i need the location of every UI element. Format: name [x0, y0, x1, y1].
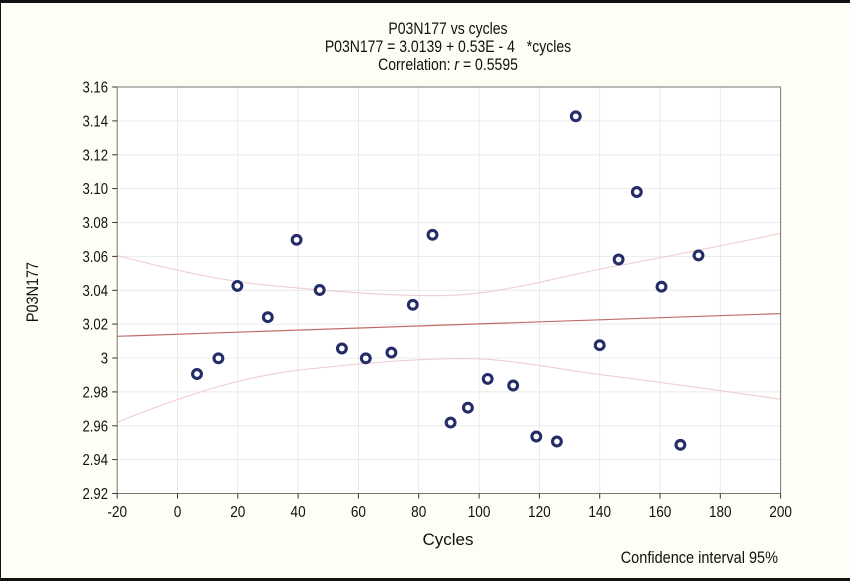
- svg-text:3.08: 3.08: [82, 215, 108, 232]
- svg-text:P03N177 vs cycles: P03N177 vs cycles: [388, 20, 507, 38]
- svg-text:P03N177 = 3.0139 + 0.53E - 4*c: P03N177 = 3.0139 + 0.53E - 4 *cycles: [325, 38, 572, 56]
- svg-text:40: 40: [291, 504, 306, 521]
- svg-text:2.92: 2.92: [82, 486, 108, 503]
- svg-text:3.10: 3.10: [82, 181, 108, 198]
- svg-text:2.96: 2.96: [82, 418, 108, 435]
- svg-text:Correlation: r = 0.5595: Correlation: r = 0.5595: [378, 56, 518, 74]
- svg-text:3.02: 3.02: [82, 316, 108, 333]
- svg-text:0: 0: [174, 504, 182, 521]
- svg-text:120: 120: [528, 504, 551, 521]
- svg-text:80: 80: [411, 504, 426, 521]
- svg-text:-20: -20: [107, 504, 127, 521]
- svg-text:3.14: 3.14: [82, 113, 108, 130]
- svg-text:100: 100: [468, 504, 491, 521]
- svg-text:Cycles: Cycles: [422, 530, 473, 549]
- svg-text:160: 160: [649, 504, 672, 521]
- svg-text:180: 180: [709, 504, 732, 521]
- svg-text:3.12: 3.12: [82, 147, 108, 164]
- svg-text:3: 3: [101, 350, 108, 367]
- svg-text:Confidence interval 95%: Confidence interval 95%: [621, 549, 778, 567]
- svg-text:60: 60: [351, 504, 366, 521]
- svg-text:20: 20: [230, 504, 245, 521]
- svg-text:3.04: 3.04: [82, 283, 108, 300]
- svg-text:3.06: 3.06: [82, 249, 108, 266]
- svg-text:2.98: 2.98: [82, 384, 108, 401]
- svg-text:200: 200: [769, 504, 792, 521]
- svg-text:140: 140: [588, 504, 611, 521]
- svg-text:P03N177: P03N177: [24, 262, 42, 322]
- svg-text:3.16: 3.16: [82, 79, 108, 96]
- svg-text:2.94: 2.94: [82, 452, 108, 469]
